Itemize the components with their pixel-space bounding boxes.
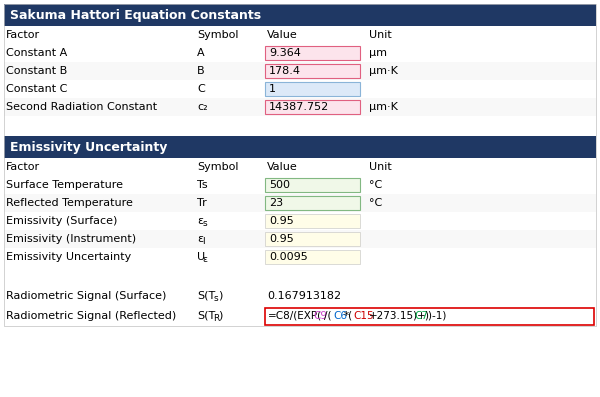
Text: Reflected Temperature: Reflected Temperature xyxy=(6,198,133,208)
Bar xyxy=(265,250,360,264)
Text: Emissivity (Surface): Emissivity (Surface) xyxy=(6,216,118,226)
Text: I: I xyxy=(203,237,205,246)
Text: B: B xyxy=(197,66,205,76)
Bar xyxy=(4,286,596,306)
Text: Radiometric Signal (Surface): Radiometric Signal (Surface) xyxy=(6,291,166,301)
Text: ): ) xyxy=(218,291,223,301)
Text: 0.95: 0.95 xyxy=(269,234,294,244)
Text: 0.95: 0.95 xyxy=(269,216,294,226)
Text: Ts: Ts xyxy=(197,180,208,190)
Text: s: s xyxy=(203,219,207,228)
Text: Constant A: Constant A xyxy=(6,48,67,58)
Text: Factor: Factor xyxy=(6,30,40,40)
Text: A: A xyxy=(197,48,205,58)
Text: μm·K: μm·K xyxy=(369,102,398,112)
Bar xyxy=(265,196,360,210)
Text: ε: ε xyxy=(197,216,203,226)
Text: *(: *( xyxy=(344,311,353,321)
Bar xyxy=(4,4,596,26)
Bar xyxy=(265,64,360,78)
Text: Sakuma Hattori Equation Constants: Sakuma Hattori Equation Constants xyxy=(10,8,261,21)
Text: C6: C6 xyxy=(334,311,347,321)
Text: Emissivity Uncertainty: Emissivity Uncertainty xyxy=(6,252,131,262)
Text: Factor: Factor xyxy=(6,162,40,172)
Text: ε: ε xyxy=(197,234,203,244)
Bar xyxy=(4,44,596,62)
Text: °C: °C xyxy=(369,180,382,190)
Text: Value: Value xyxy=(267,162,298,172)
Bar xyxy=(4,4,596,326)
Text: 23: 23 xyxy=(269,198,283,208)
Bar xyxy=(265,232,360,246)
Text: =C8/(EXP(: =C8/(EXP( xyxy=(268,311,322,321)
Text: μm·K: μm·K xyxy=(369,66,398,76)
Text: 14387.752: 14387.752 xyxy=(269,102,329,112)
Bar xyxy=(4,194,596,212)
Text: C7: C7 xyxy=(415,311,428,321)
Text: U: U xyxy=(197,252,205,262)
Bar xyxy=(4,98,596,116)
Text: R: R xyxy=(214,314,220,323)
Text: 178.4: 178.4 xyxy=(269,66,301,76)
Text: S(T: S(T xyxy=(197,311,215,321)
Text: ): ) xyxy=(218,311,223,321)
Text: s: s xyxy=(214,294,218,303)
Text: Second Radiation Constant: Second Radiation Constant xyxy=(6,102,157,112)
Bar xyxy=(265,100,360,114)
Text: Unit: Unit xyxy=(369,30,392,40)
Bar xyxy=(4,26,596,44)
Text: C: C xyxy=(197,84,205,94)
Text: 0.167913182: 0.167913182 xyxy=(267,291,341,301)
Bar xyxy=(265,178,360,192)
Text: 9.364: 9.364 xyxy=(269,48,301,58)
Text: Emissivity (Instrument): Emissivity (Instrument) xyxy=(6,234,136,244)
Text: Constant B: Constant B xyxy=(6,66,67,76)
Bar xyxy=(265,214,360,228)
Text: Constant C: Constant C xyxy=(6,84,67,94)
Text: Value: Value xyxy=(267,30,298,40)
Text: C9: C9 xyxy=(313,311,328,321)
Bar xyxy=(4,80,596,98)
Bar xyxy=(265,46,360,60)
Text: ε: ε xyxy=(203,255,208,264)
Text: C15: C15 xyxy=(354,311,374,321)
Bar xyxy=(4,176,596,194)
Text: Symbol: Symbol xyxy=(197,162,239,172)
Text: °C: °C xyxy=(369,198,382,208)
Text: /(: /( xyxy=(323,311,331,321)
Bar xyxy=(265,308,594,324)
Text: +273.15)+: +273.15)+ xyxy=(369,311,427,321)
Text: 0.0095: 0.0095 xyxy=(269,252,308,262)
Text: Tr: Tr xyxy=(197,198,207,208)
Bar xyxy=(4,306,596,326)
Text: μm: μm xyxy=(369,48,387,58)
Text: Unit: Unit xyxy=(369,162,392,172)
Bar xyxy=(4,62,596,80)
Text: c₂: c₂ xyxy=(197,102,208,112)
Bar xyxy=(4,136,596,158)
Bar xyxy=(4,230,596,248)
Text: Surface Temperature: Surface Temperature xyxy=(6,180,123,190)
Text: Radiometric Signal (Reflected): Radiometric Signal (Reflected) xyxy=(6,311,176,321)
Bar xyxy=(265,82,360,96)
Text: 1: 1 xyxy=(269,84,276,94)
Bar xyxy=(4,212,596,230)
Text: Emissivity Uncertainty: Emissivity Uncertainty xyxy=(10,141,167,154)
Text: 500: 500 xyxy=(269,180,290,190)
Text: Symbol: Symbol xyxy=(197,30,239,40)
Text: S(T: S(T xyxy=(197,291,215,301)
Bar xyxy=(4,248,596,266)
Text: ))-1): ))-1) xyxy=(425,311,447,321)
Bar xyxy=(4,158,596,176)
